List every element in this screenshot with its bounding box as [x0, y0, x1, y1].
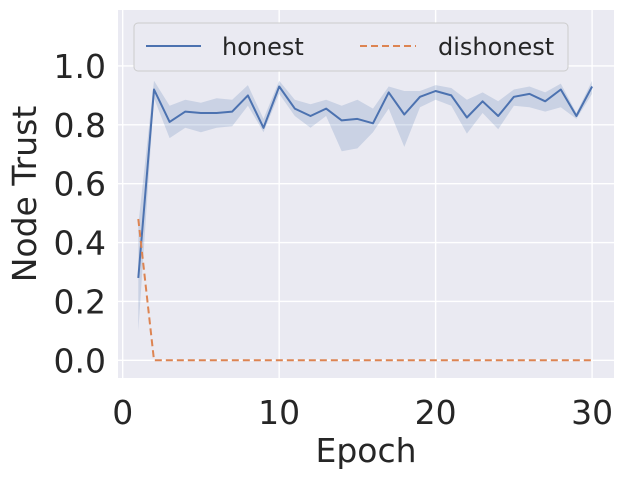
y-tick-label: 0.0	[54, 341, 106, 380]
x-tick-label: 30	[571, 393, 613, 432]
legend-box	[133, 22, 569, 72]
legend-label-honest: honest	[222, 33, 304, 61]
y-axis-label: Node Trust	[5, 106, 44, 283]
legend-label-dishonest: dishonest	[438, 33, 554, 61]
x-axis-label: Epoch	[315, 431, 416, 470]
honest-confidence-band	[138, 80, 593, 331]
legend: honest dishonest	[133, 22, 569, 72]
x-tick-label: 0	[112, 393, 133, 432]
x-tick-label: 20	[415, 393, 457, 432]
confidence-band	[138, 80, 593, 331]
x-tick-label: 10	[258, 393, 300, 432]
y-tick-label: 0.2	[54, 282, 106, 321]
series-line-dishonest	[137, 218, 593, 362]
y-tick-label: 1.0	[54, 47, 106, 86]
x-axis-ticks: 0 10 20 30	[112, 393, 613, 432]
y-tick-label: 0.8	[54, 106, 106, 145]
y-tick-label: 0.6	[54, 165, 106, 204]
series-line-honest	[137, 85, 593, 278]
series-lines	[137, 85, 593, 362]
y-tick-label: 0.4	[54, 224, 106, 263]
y-axis-ticks: 0.0 0.2 0.4 0.6 0.8 1.0	[54, 47, 106, 380]
